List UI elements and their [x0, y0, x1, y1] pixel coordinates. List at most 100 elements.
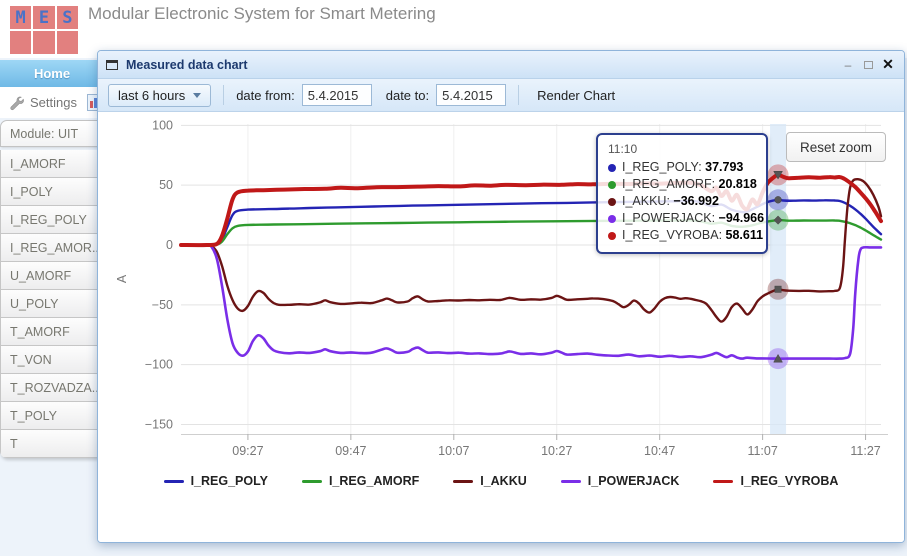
- tooltip-row: I_AKKU: −36.992: [608, 193, 756, 210]
- y-tick-label: −50: [152, 298, 173, 312]
- legend-swatch: [560, 479, 581, 483]
- legend-item-i_reg_poly[interactable]: I_REG_POLY: [163, 474, 268, 488]
- x-tick-label: 11:27: [850, 444, 880, 458]
- settings-row[interactable]: Settings: [0, 87, 104, 118]
- toolbar-separator: [223, 85, 225, 105]
- module-header: Module: UIT: [0, 120, 104, 147]
- legend-label: I_REG_POLY: [190, 474, 268, 488]
- y-tick-label: 0: [166, 238, 173, 252]
- x-tick-label: 10:27: [541, 444, 572, 458]
- time-range-value: last 6 hours: [118, 87, 186, 103]
- sidebar-item-t[interactable]: T: [0, 429, 104, 458]
- toolbar-separator: [518, 85, 520, 105]
- logo-block: [56, 31, 78, 54]
- x-tick-label: 10:07: [438, 444, 469, 458]
- legend-label: I_POWERJACK: [587, 474, 680, 488]
- series-line-i_akku: [179, 177, 883, 323]
- sidebar-item-i-reg-poly[interactable]: I_REG_POLY: [0, 205, 104, 234]
- legend-label: I_REG_VYROBA: [740, 474, 839, 488]
- data-point-marker: [773, 353, 783, 363]
- tooltip-row: I_REG_AMORF: 20.818: [608, 176, 757, 193]
- tooltip-text: I_POWERJACK: −94.966: [622, 211, 765, 225]
- measured-data-chart-window: Measured data chart – ✕ last 6 hours dat…: [97, 50, 905, 543]
- x-tick-label: 09:47: [335, 444, 366, 458]
- sidebar-item-i-reg-amor[interactable]: I_REG_AMOR...: [0, 233, 104, 262]
- sidebar-item-t-rozvadza[interactable]: T_ROZVADZA...: [0, 373, 104, 402]
- tooltip-time: 11:10: [608, 142, 638, 156]
- tooltip-row: I_REG_POLY: 37.793: [608, 159, 756, 176]
- logo-block: [10, 31, 32, 54]
- legend-swatch: [713, 479, 734, 483]
- logo-letter: S: [56, 6, 78, 29]
- legend-swatch: [301, 479, 322, 483]
- chart-tooltip: 11:10 I_REG_POLY: 37.793 I_REG_AMORF: 20.…: [596, 133, 768, 254]
- legend-item-i_reg_amorf[interactable]: I_REG_AMORF: [301, 474, 420, 488]
- x-tick-label: 09:27: [232, 444, 263, 458]
- series-color-dot: [608, 197, 616, 206]
- legend-item-i_powerjack[interactable]: I_POWERJACK: [560, 474, 680, 488]
- legend-label: I_AKKU: [480, 474, 527, 488]
- legend-label: I_REG_AMORF: [328, 474, 420, 488]
- data-point-marker: [774, 196, 782, 204]
- y-axis-title: A: [115, 274, 129, 283]
- minimize-button[interactable]: –: [844, 57, 852, 72]
- legend-item-i_reg_vyroba[interactable]: I_REG_VYROBA: [713, 474, 838, 488]
- sidebar-item-i-amorf[interactable]: I_AMORF: [0, 150, 104, 178]
- x-tick-label: 10:47: [644, 444, 675, 458]
- data-point-marker: [773, 215, 783, 225]
- series-color-dot: [608, 163, 616, 172]
- sidebar-item-t-poly[interactable]: T_POLY: [0, 401, 104, 430]
- maximize-button[interactable]: [860, 58, 876, 72]
- y-tick-label: 50: [159, 178, 173, 192]
- tooltip-text: I_AKKU: −36.992: [622, 194, 719, 208]
- module-panel: Module: UIT I_AMORF I_POLY I_REG_POLY I_REG…: [0, 120, 104, 458]
- series-color-dot: [608, 231, 616, 240]
- line-chart[interactable]: 09:27 09:47 10:07 10:27 10:47 11:07 11:27 100 50…: [98, 112, 904, 460]
- y-tick-label: −100: [145, 358, 173, 372]
- series-color-dot: [608, 180, 616, 189]
- data-point-marker: [774, 285, 782, 293]
- logo-block: [33, 31, 55, 54]
- app-title: Modular Electronic System for Smart Mete…: [88, 4, 436, 23]
- x-tick-label: 11:07: [747, 444, 777, 458]
- y-tick-label: −150: [145, 417, 173, 431]
- dialog-titlebar[interactable]: Measured data chart – ✕: [98, 51, 904, 79]
- settings-label: Settings: [30, 95, 77, 110]
- chart-area: 09:27 09:47 10:07 10:27 10:47 11:07 11:27 100 50…: [98, 112, 904, 542]
- sidebar-item-u-poly[interactable]: U_POLY: [0, 289, 104, 318]
- maximize-icon: [863, 60, 873, 69]
- render-chart-button[interactable]: Render Chart: [531, 86, 621, 105]
- time-range-dropdown[interactable]: last 6 hours: [108, 83, 212, 107]
- tooltip-text: I_REG_AMORF: 20.818: [622, 177, 757, 191]
- series-color-dot: [608, 214, 616, 223]
- reset-zoom-button[interactable]: Reset zoom: [786, 132, 887, 162]
- sidebar-item-i-poly[interactable]: I_POLY: [0, 177, 104, 206]
- dialog-title: Measured data chart: [126, 57, 248, 72]
- window-icon: [106, 59, 118, 70]
- date-from-input[interactable]: [301, 84, 372, 106]
- module-list: I_AMORF I_POLY I_REG_POLY I_REG_AMOR... U_AM…: [0, 150, 104, 458]
- legend-swatch: [163, 479, 184, 483]
- chart-legend: I_REG_POLY I_REG_AMORF I_AKKU I_POWERJACK I_…: [98, 474, 904, 488]
- logo-letter: E: [33, 6, 55, 29]
- tooltip-row: I_REG_VYROBA: 58.611: [608, 227, 763, 244]
- y-tick-label: 100: [152, 118, 173, 132]
- tooltip-text: I_REG_VYROBA: 58.611: [622, 228, 764, 242]
- wrench-icon: [10, 96, 24, 110]
- date-to-input[interactable]: [436, 84, 507, 106]
- tab-home[interactable]: Home: [0, 60, 104, 87]
- tooltip-text: I_REG_POLY: 37.793: [622, 160, 744, 174]
- date-from-label: date from:: [236, 87, 295, 103]
- legend-swatch: [453, 479, 474, 483]
- chevron-down-icon: [193, 92, 202, 98]
- data-point-marker: [773, 171, 783, 180]
- sidebar-item-u-amorf[interactable]: U_AMORF: [0, 261, 104, 290]
- date-to-label: date to:: [385, 87, 430, 103]
- sidebar-item-t-amorf[interactable]: T_AMORF: [0, 317, 104, 346]
- dialog-toolbar: last 6 hours date from: date to: Render …: [98, 79, 904, 112]
- tooltip-row: I_POWERJACK: −94.966: [608, 210, 764, 227]
- legend-item-i_akku[interactable]: I_AKKU: [453, 474, 527, 488]
- sidebar-item-t-von[interactable]: T_VON: [0, 345, 104, 374]
- close-button[interactable]: ✕: [882, 56, 894, 72]
